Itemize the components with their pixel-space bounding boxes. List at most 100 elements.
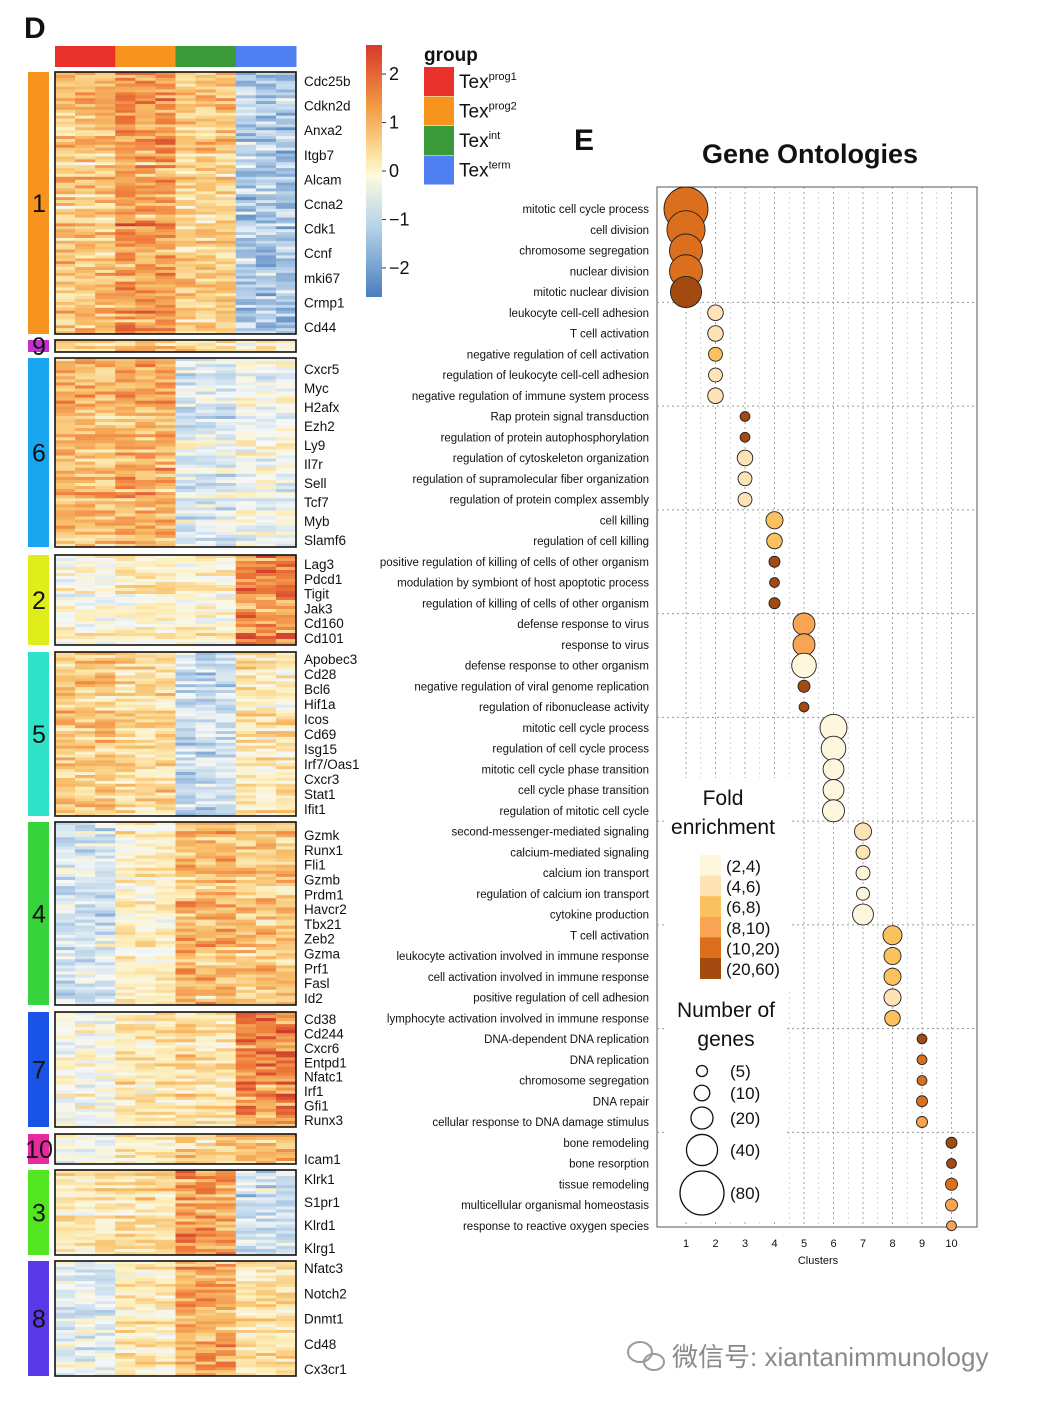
heatmap-cell <box>55 801 76 805</box>
heatmap-cell <box>135 170 156 175</box>
heatmap-cell <box>115 540 136 545</box>
heatmap-cell <box>255 507 277 511</box>
heatmap-cell <box>235 346 257 350</box>
heatmap-cell <box>55 567 76 571</box>
heatmap-cell <box>55 319 76 323</box>
heatmap-cell <box>195 1286 217 1291</box>
heatmap-cell <box>255 652 277 656</box>
heatmap-cell <box>75 1123 96 1128</box>
heatmap-cell <box>155 307 176 312</box>
heatmap-cell <box>215 633 237 637</box>
heatmap-cell <box>235 642 257 646</box>
heatmap-cell <box>175 482 196 487</box>
heatmap-cell <box>115 1099 136 1104</box>
heatmap-cell <box>215 115 237 119</box>
heatmap-cell <box>275 226 297 230</box>
heatmap-cell <box>235 713 257 717</box>
heatmap-cell <box>135 144 156 149</box>
heatmap-cell <box>75 769 96 773</box>
heatmap-cell <box>135 713 156 717</box>
heatmap-cell <box>55 795 76 799</box>
heatmap-cell <box>215 1212 237 1216</box>
heatmap-cell <box>235 400 257 405</box>
heatmap-cell <box>95 467 116 472</box>
heatmap-cell <box>195 1114 217 1119</box>
heatmap-cell <box>175 400 196 405</box>
heatmap-cell <box>115 287 136 291</box>
heatmap-cell <box>55 1236 76 1241</box>
heatmap-cell <box>95 370 116 374</box>
heatmap-cell <box>155 479 176 484</box>
heatmap-cell <box>195 217 217 221</box>
heatmap-cell <box>75 916 96 920</box>
heatmap-cell <box>215 118 237 122</box>
heatmap-cell <box>135 639 156 643</box>
heatmap-cell <box>95 1069 116 1073</box>
heatmap-cell <box>215 1072 237 1076</box>
heatmap-cell <box>235 138 257 143</box>
heatmap-cell <box>75 428 96 432</box>
heatmap-cell <box>275 1099 297 1104</box>
heatmap-cell <box>135 307 156 312</box>
heatmap-cell <box>75 214 96 218</box>
heatmap-cell <box>175 165 196 169</box>
heatmap-cell <box>275 325 297 329</box>
heatmap-cell <box>255 237 277 242</box>
heatmap-cell <box>95 1001 116 1006</box>
heatmap-cell <box>175 1309 196 1314</box>
heatmap-cell <box>215 543 237 548</box>
heatmap-cell <box>95 217 116 221</box>
heatmap-cell <box>55 916 76 920</box>
heatmap-cell <box>275 173 297 178</box>
heatmap-cell <box>95 786 116 791</box>
heatmap-cell <box>135 296 156 300</box>
heatmap-cell <box>255 1321 277 1325</box>
heatmap-cell <box>75 182 96 186</box>
heatmap-cell <box>95 1170 116 1174</box>
heatmap-cell <box>255 133 277 137</box>
heatmap-cell <box>95 249 116 253</box>
heatmap-cell <box>175 1275 196 1279</box>
heatmap-cell <box>135 846 156 850</box>
heatmap-cell <box>55 1289 76 1294</box>
heatmap-cell <box>115 229 136 233</box>
heatmap-cell <box>135 1269 156 1273</box>
heatmap-cell <box>95 1312 116 1317</box>
heatmap-cell <box>215 361 237 365</box>
heatmap-cell <box>215 95 237 99</box>
heatmap-cell <box>95 1209 116 1213</box>
heatmap-cell <box>195 886 217 890</box>
heatmap-cell <box>255 261 277 265</box>
heatmap-cell <box>135 1200 156 1204</box>
heatmap-cell <box>75 534 96 539</box>
heatmap-cell <box>175 264 196 268</box>
heatmap-cell <box>135 504 156 508</box>
heatmap-cell <box>255 340 277 344</box>
heatmap-cell <box>275 1261 297 1265</box>
heatmap-cell <box>255 211 277 216</box>
heatmap-cell <box>175 1149 196 1153</box>
heatmap-cell <box>235 98 257 102</box>
heatmap-cell <box>215 615 237 619</box>
heatmap-cell <box>95 772 116 776</box>
heatmap-cell <box>135 879 156 884</box>
heatmap-cell <box>255 217 277 221</box>
heatmap-cell <box>55 153 76 157</box>
heatmap-cell <box>55 358 76 362</box>
heatmap-cell <box>195 267 217 271</box>
heatmap-cell <box>235 467 257 472</box>
heatmap-cell <box>195 382 217 386</box>
heatmap-cell <box>95 415 116 420</box>
heatmap-cell <box>255 594 277 598</box>
heatmap-cell <box>215 944 237 948</box>
heatmap-cell <box>255 1030 277 1034</box>
heatmap-cell <box>115 80 136 85</box>
heatmap-cell <box>275 428 297 432</box>
heatmap-cell <box>235 687 257 691</box>
heatmap-cell <box>55 1321 76 1325</box>
heatmap-cell <box>95 437 116 441</box>
heatmap-cell <box>155 1021 176 1025</box>
heatmap-cell <box>115 1304 136 1308</box>
heatmap-cell <box>235 792 257 796</box>
heatmap-cell <box>55 470 76 475</box>
